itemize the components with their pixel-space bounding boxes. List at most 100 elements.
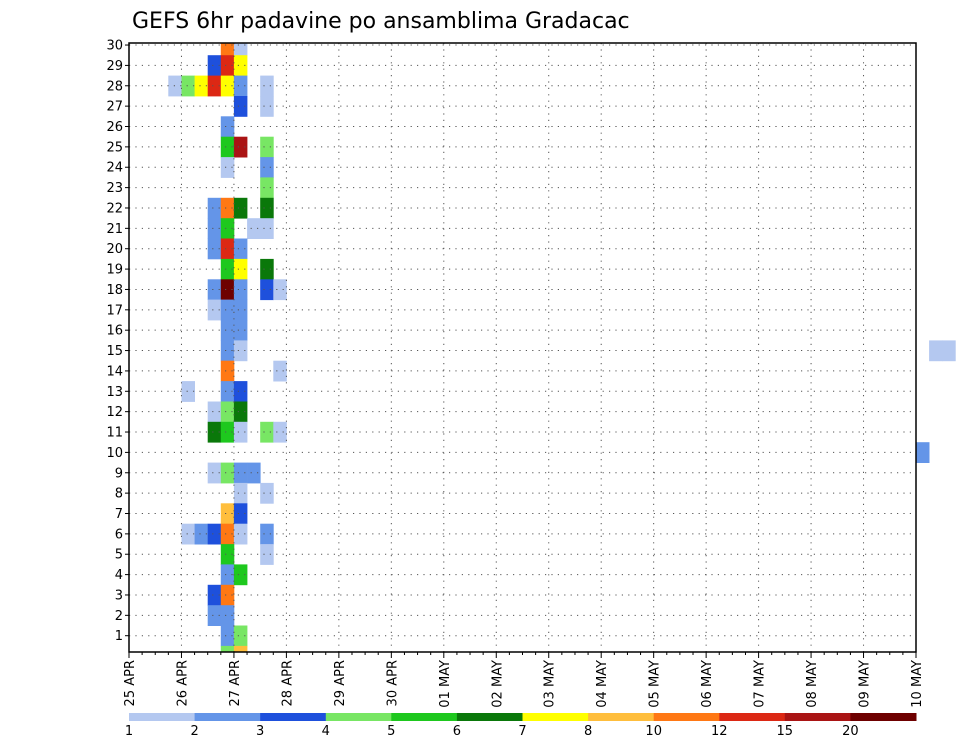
legend-label: 5 [387,724,395,739]
y-tick-label: 12 [106,405,123,420]
heatmap-cell [220,360,235,382]
x-tick-label: 01 MAY [438,660,453,708]
heatmap-cell [220,218,235,239]
heatmap-cell [220,584,235,606]
heatmap-cell [233,299,248,321]
heatmap-cell [233,136,248,158]
heatmap-cell [233,258,248,280]
heatmap-cell [220,462,235,484]
y-tick-label: 5 [115,548,123,563]
heatmap-cell [220,258,235,280]
y-tick-label: 28 [106,79,123,94]
chart-title: GEFS 6hr padavine po ansamblima Gradacac [132,9,630,34]
y-tick-label: 9 [115,466,123,481]
heatmap-cell [233,625,248,647]
heatmap-cells [168,43,956,653]
y-tick-label: 21 [106,222,123,237]
y-tick-label: 29 [106,59,123,74]
heatmap-cell [260,421,274,443]
heatmap-cell [260,157,274,178]
heatmap-cell [220,197,235,219]
heatmap-cell [233,238,248,260]
heatmap-cell [207,523,222,545]
heatmap-cell [207,605,222,626]
heatmap-cell [233,381,248,402]
x-tick-label: 03 MAY [543,660,558,708]
legend-label: 12 [711,724,728,739]
heatmap-cell [260,544,274,565]
heatmap-cell [233,564,248,586]
heatmap-cell [273,421,287,443]
y-tick-label: 3 [115,588,123,603]
heatmap-cell [207,75,222,97]
x-tick-label: 08 MAY [805,660,820,708]
heatmap-cell [181,523,195,545]
y-tick-label: 4 [115,568,123,583]
heatmap-cell [220,381,235,402]
heatmap-cell [220,116,235,138]
heatmap-cell [220,340,235,362]
heatmap-cell [207,401,222,423]
legend-swatch [850,713,917,721]
heatmap-cell [220,645,235,653]
legend-swatch [653,713,720,721]
x-tick-label: 09 MAY [858,660,873,708]
heatmap-cell [194,523,209,545]
heatmap-cell [220,503,235,525]
y-tick-label: 14 [106,364,123,379]
heatmap-cell [233,43,248,56]
heatmap-cell [260,482,274,504]
legend-label: 7 [518,724,526,739]
heatmap-cell [233,645,248,653]
heatmap-cell [207,299,222,321]
legend-label: 2 [190,724,198,739]
y-tick-label: 15 [106,344,123,359]
y-tick-label: 24 [106,161,123,176]
legend-swatch [456,713,523,721]
heatmap-cell [220,157,235,178]
heatmap-cell [220,279,235,301]
legend-label: 4 [322,724,330,739]
heatmap-cell [220,401,235,423]
heatmap-cell [207,421,222,443]
heatmap-cell [220,299,235,321]
heatmap-cell [220,55,235,76]
legend-label: 15 [777,724,794,739]
y-tick-label: 22 [106,201,123,216]
x-tick-label: 07 MAY [753,660,768,708]
heatmap-cell [233,462,248,484]
heatmap-cell [233,55,248,76]
heatmap-cell [233,421,248,443]
legend-swatch [325,713,392,721]
heatmap-cell [260,177,274,199]
heatmap-cell [233,75,248,97]
x-tick-label: 25 APR [123,660,138,706]
heatmap-cell [273,360,287,382]
heatmap-cell [247,218,261,239]
heatmap-cell [220,136,235,158]
heatmap-cell [942,340,956,362]
heatmap-cell [929,340,943,362]
heatmap-cell [233,401,248,423]
heatmap-cell [207,218,222,239]
heatmap-cell [207,55,222,76]
heatmap-cell [220,544,235,565]
heatmap-cell [260,279,274,301]
heatmap-cell [207,584,222,606]
heatmap-cell [233,197,248,219]
y-tick-label: 11 [106,426,123,441]
heatmap-cell [233,482,248,504]
heatmap-cell [916,442,930,463]
y-tick-label: 20 [106,242,123,257]
heatmap-cell [220,43,235,56]
legend-swatch [260,713,327,721]
heatmap-cell [181,75,195,97]
heatmap-cell [233,96,248,117]
heatmap-cell [220,523,235,545]
heatmap-cell [233,523,248,545]
x-tick-label: 05 MAY [648,660,663,708]
heatmap-cell [168,75,182,97]
x-tick-label: 28 APR [280,660,295,706]
y-tick-label: 16 [106,324,123,339]
y-tick-label: 19 [106,263,123,278]
